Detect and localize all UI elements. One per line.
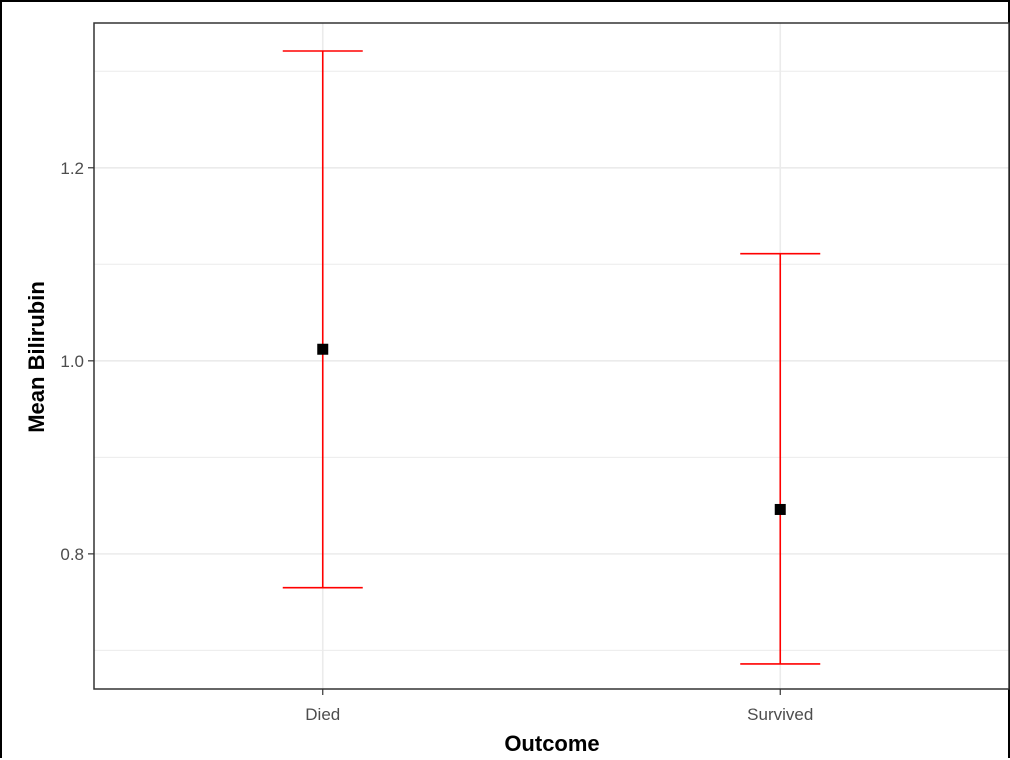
plot-panel-border: [93, 22, 1010, 690]
major-gridlines: [94, 166, 1009, 555]
y-tick-label: 0.8: [60, 545, 84, 564]
errorbars: [282, 50, 821, 665]
plot-panel: [94, 23, 1009, 689]
mean-point: [317, 343, 329, 355]
mean-points: [317, 343, 786, 515]
x-axis-title: Outcome: [504, 731, 599, 756]
x-tick-label: Survived: [747, 705, 813, 724]
y-axis-ticks: 0.8 1.0 1.2: [60, 159, 94, 564]
mean-point: [774, 503, 786, 515]
x-axis-ticks: Died Survived: [305, 689, 813, 724]
x-tick-label: Died: [305, 705, 340, 724]
y-tick-label: 1.2: [60, 159, 84, 178]
minor-gridlines: [94, 70, 1009, 651]
y-tick-label: 1.0: [60, 352, 84, 371]
y-axis-title: Mean Bilirubin: [24, 281, 49, 433]
